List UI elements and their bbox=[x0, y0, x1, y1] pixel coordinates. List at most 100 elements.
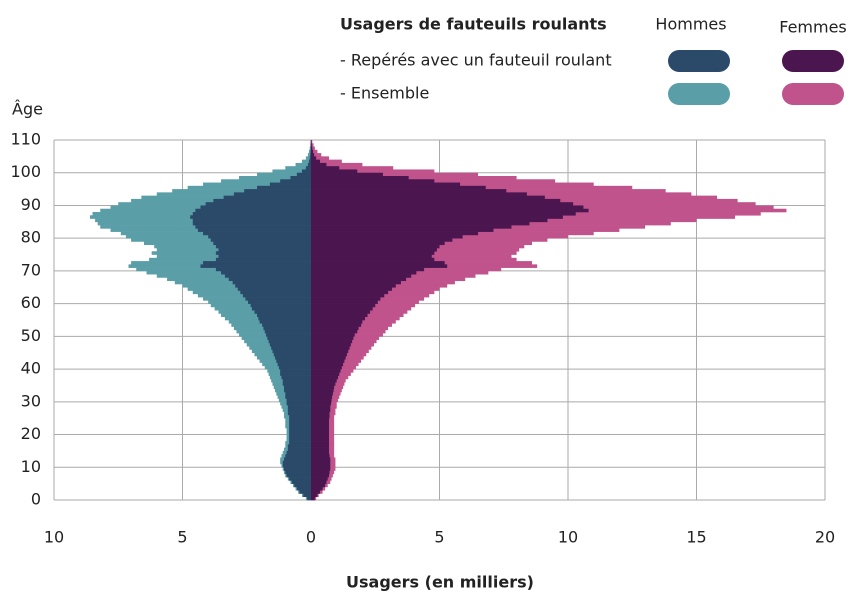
bar bbox=[311, 359, 345, 363]
bar bbox=[228, 277, 311, 282]
bar bbox=[311, 215, 563, 219]
bar bbox=[311, 454, 330, 458]
bar bbox=[285, 166, 311, 170]
bar bbox=[311, 153, 322, 157]
bar bbox=[251, 306, 311, 311]
bar bbox=[311, 431, 329, 435]
bar bbox=[203, 182, 311, 187]
y-tick-label: 90 bbox=[21, 195, 41, 214]
bar bbox=[311, 169, 358, 174]
bar bbox=[311, 477, 328, 481]
bar bbox=[286, 473, 311, 478]
bar bbox=[311, 146, 313, 151]
bar bbox=[311, 411, 330, 416]
bar bbox=[311, 418, 329, 422]
bar bbox=[205, 202, 311, 206]
bar bbox=[195, 225, 311, 229]
bar bbox=[311, 143, 314, 147]
bar bbox=[311, 486, 323, 491]
bar bbox=[276, 359, 311, 363]
bar bbox=[287, 408, 311, 412]
bar bbox=[278, 365, 311, 370]
bar bbox=[311, 483, 326, 488]
bar bbox=[308, 159, 311, 164]
x-tick-label: 15 bbox=[686, 528, 706, 547]
bar bbox=[311, 428, 329, 432]
bar bbox=[311, 149, 318, 154]
bar bbox=[271, 346, 311, 350]
bar bbox=[309, 146, 311, 151]
bar bbox=[221, 179, 311, 183]
bar bbox=[218, 248, 311, 252]
bar bbox=[305, 166, 311, 170]
bar bbox=[311, 189, 507, 193]
bar bbox=[311, 378, 337, 383]
bar bbox=[311, 287, 392, 291]
y-tick-label: 20 bbox=[21, 424, 41, 443]
bar bbox=[311, 166, 340, 170]
bar bbox=[311, 405, 331, 409]
bar bbox=[311, 238, 453, 242]
bar bbox=[311, 153, 315, 157]
bar bbox=[240, 290, 311, 295]
bar bbox=[233, 192, 311, 196]
bar bbox=[263, 326, 311, 331]
bar bbox=[262, 323, 311, 327]
bar bbox=[311, 205, 584, 210]
bar bbox=[192, 221, 311, 226]
bar bbox=[311, 208, 589, 213]
bar bbox=[294, 483, 311, 488]
bar bbox=[311, 480, 327, 484]
bar bbox=[296, 172, 311, 177]
bar bbox=[280, 369, 311, 373]
bar bbox=[311, 401, 332, 406]
bar bbox=[289, 421, 311, 426]
bar bbox=[299, 490, 311, 494]
legend-row: - Repérés avec un fauteuil roulant bbox=[340, 51, 612, 70]
bar bbox=[311, 277, 407, 282]
x-tick-label: 5 bbox=[177, 528, 187, 547]
bar bbox=[311, 496, 315, 501]
bar bbox=[282, 464, 311, 468]
bar bbox=[311, 339, 353, 344]
bar bbox=[311, 159, 320, 164]
bar bbox=[307, 153, 311, 157]
bar bbox=[311, 228, 494, 232]
bar bbox=[311, 146, 315, 151]
bar bbox=[311, 303, 376, 308]
bar bbox=[289, 441, 311, 445]
bar bbox=[311, 284, 396, 288]
legend-swatch bbox=[668, 83, 730, 105]
y-axis-label: Âge bbox=[12, 100, 43, 119]
bar bbox=[311, 372, 340, 376]
bar bbox=[311, 313, 368, 318]
bar bbox=[311, 297, 381, 301]
y-tick-label: 100 bbox=[10, 162, 41, 181]
bar bbox=[239, 176, 311, 180]
bar bbox=[213, 198, 311, 203]
bar bbox=[289, 431, 311, 435]
bar bbox=[284, 388, 311, 393]
bar bbox=[311, 261, 445, 265]
bar bbox=[311, 310, 371, 314]
bar bbox=[286, 398, 311, 403]
bar bbox=[266, 333, 311, 337]
bar bbox=[284, 457, 311, 462]
bar bbox=[187, 185, 311, 190]
bar bbox=[289, 437, 311, 442]
y-tick-label: 50 bbox=[21, 326, 41, 345]
bar bbox=[311, 300, 378, 304]
bar bbox=[307, 162, 311, 167]
bar bbox=[311, 342, 351, 347]
bar bbox=[302, 169, 311, 174]
x-tick-label: 20 bbox=[815, 528, 835, 547]
bar bbox=[257, 185, 311, 190]
bar bbox=[311, 444, 329, 448]
bar bbox=[311, 257, 435, 262]
bar bbox=[291, 480, 311, 484]
bar bbox=[296, 486, 311, 491]
y-tick-label: 80 bbox=[21, 228, 41, 247]
bar bbox=[244, 189, 311, 193]
y-tick-label: 40 bbox=[21, 359, 41, 378]
bar bbox=[223, 195, 311, 200]
